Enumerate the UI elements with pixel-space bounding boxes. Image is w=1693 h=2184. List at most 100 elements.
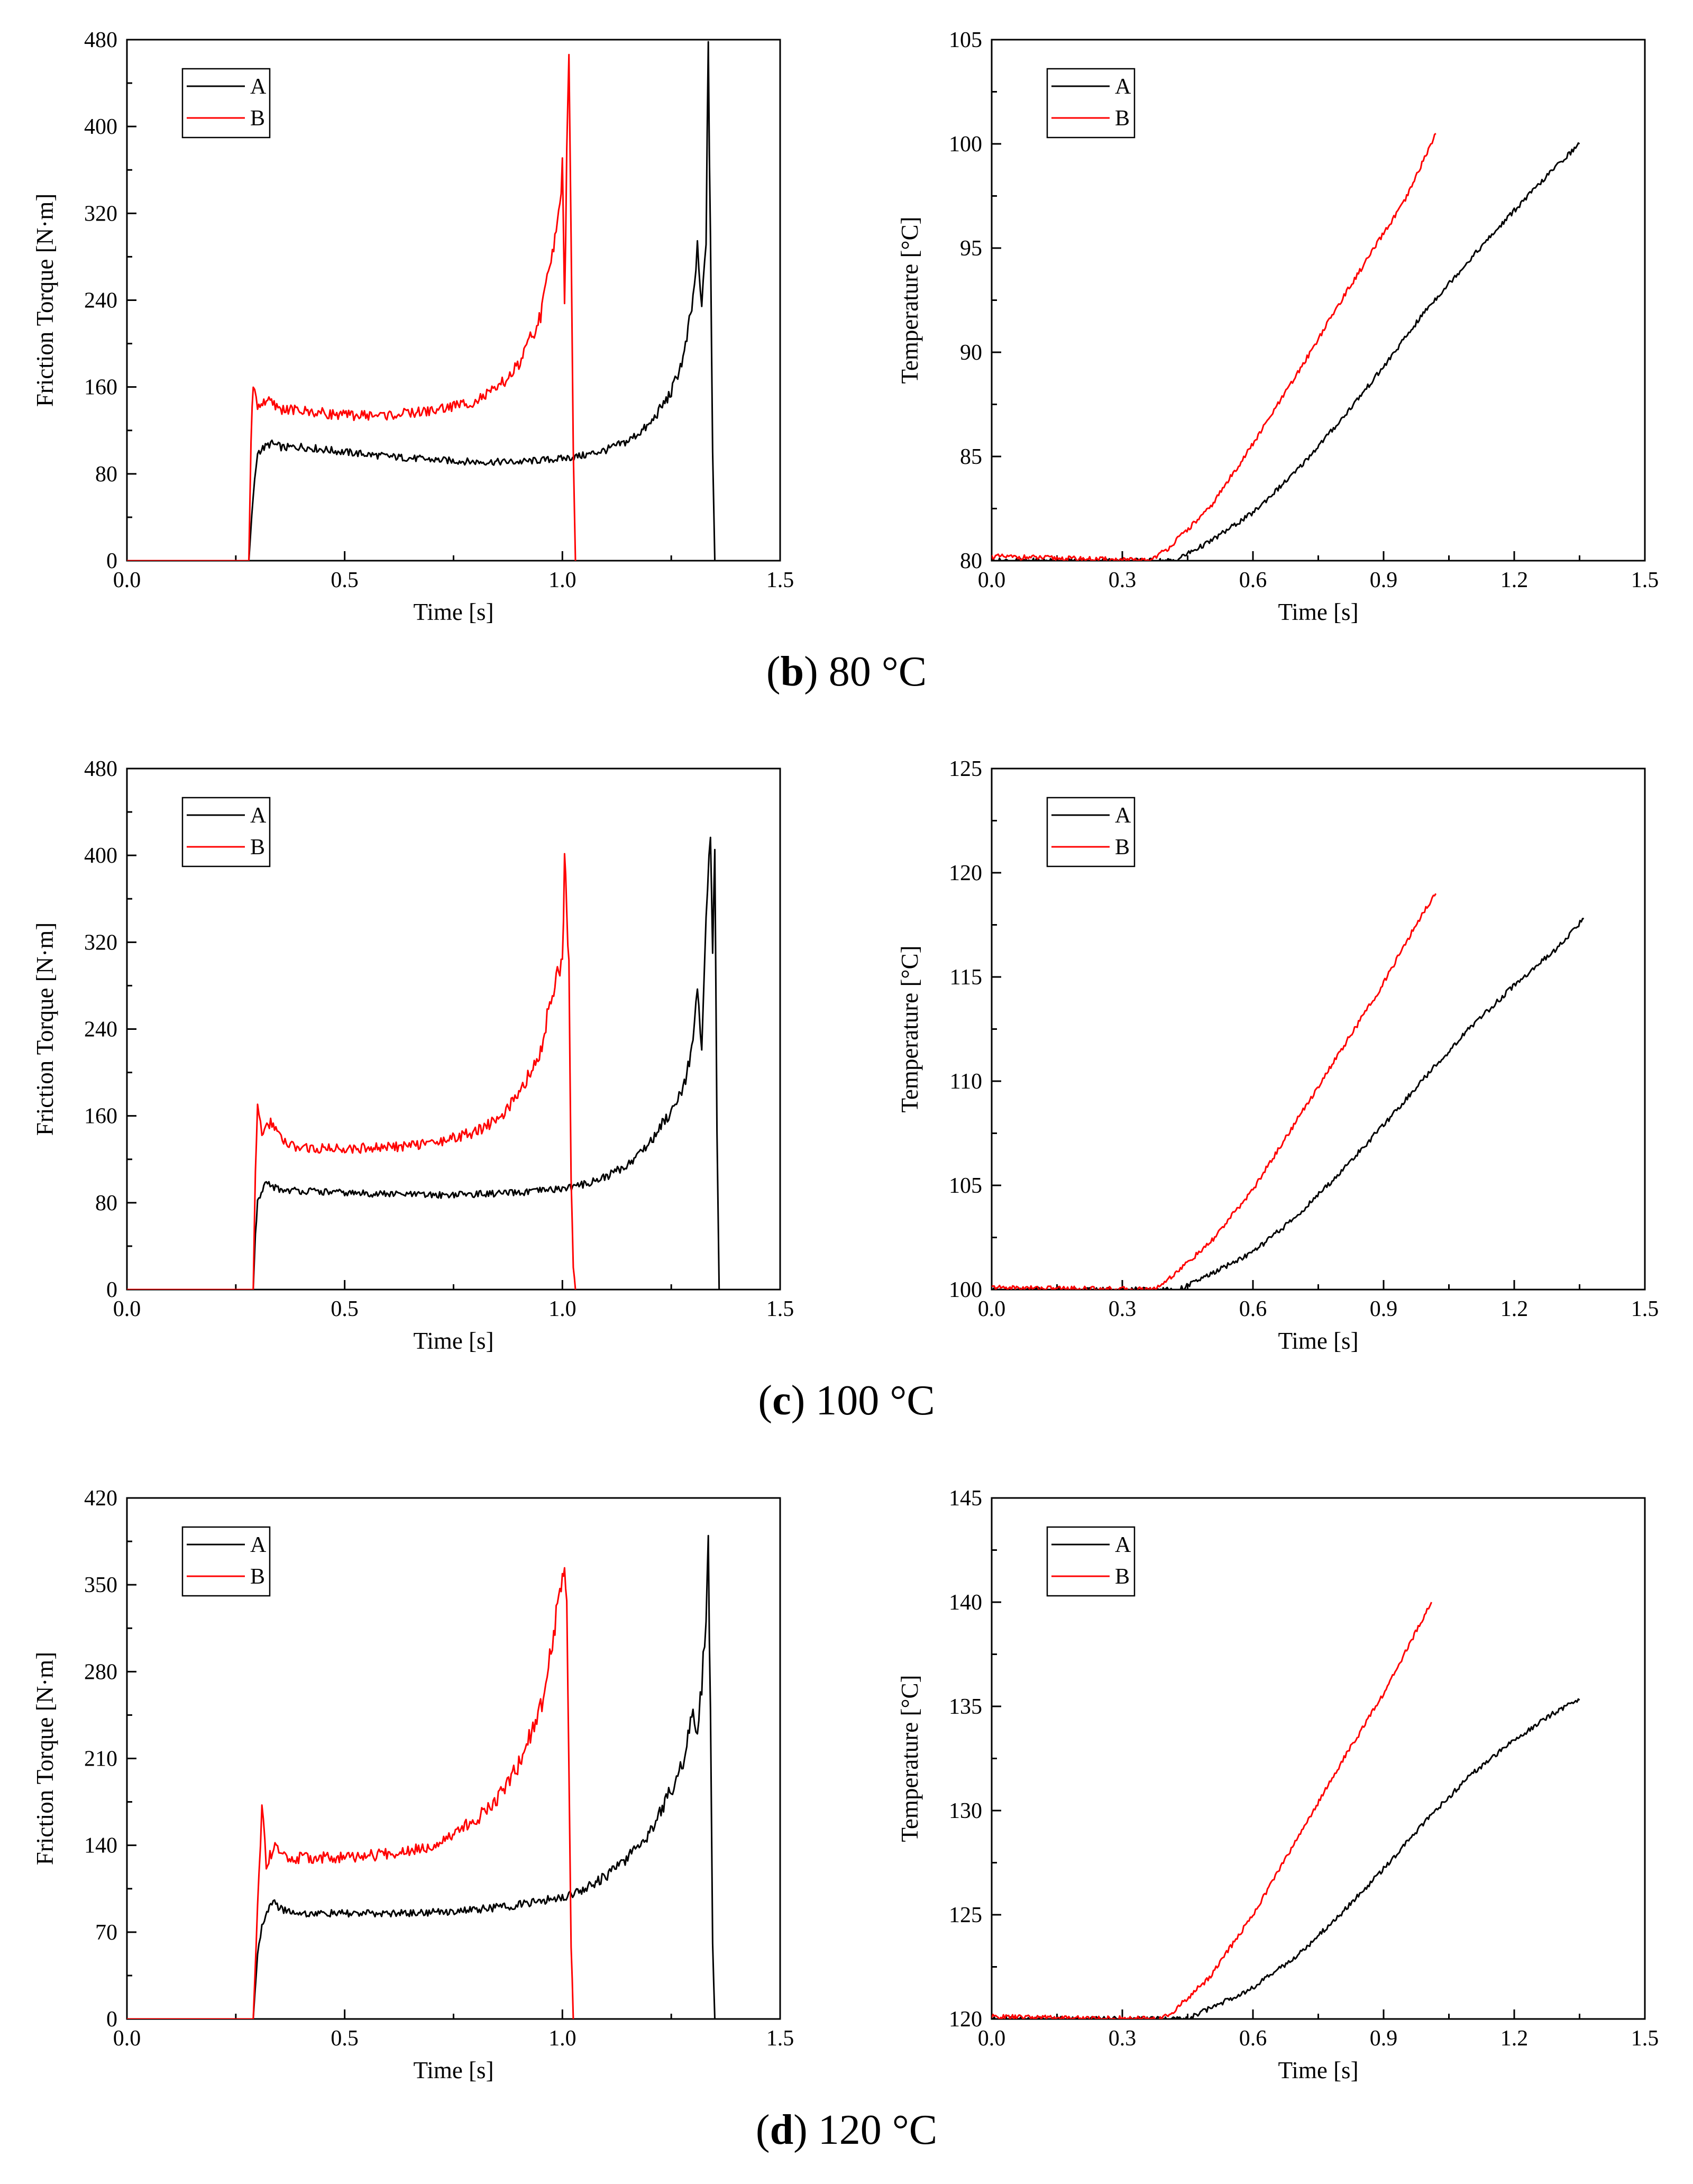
caption-text: 120 °C xyxy=(807,2107,938,2153)
x-axis-label: Time [s] xyxy=(1278,599,1358,625)
x-tick-label: 0.3 xyxy=(1109,568,1137,592)
x-tick-label: 1.5 xyxy=(1631,2026,1659,2051)
x-tick-label: 1.0 xyxy=(548,568,576,592)
legend-label-A: A xyxy=(250,1533,267,1557)
x-tick-label: 0.3 xyxy=(1109,1297,1137,1321)
x-tick-label: 0.9 xyxy=(1370,568,1398,592)
x-tick-label: 1.5 xyxy=(766,2026,794,2051)
x-tick-label: 0.5 xyxy=(331,2026,359,2051)
x-tick-label: 0.3 xyxy=(1109,2026,1137,2051)
x-tick-label: 0.0 xyxy=(978,2026,1006,2051)
y-tick-label: 125 xyxy=(949,1903,982,1927)
y-tick-label: 90 xyxy=(960,341,982,365)
y-tick-label: 0 xyxy=(106,549,117,573)
series-line-B xyxy=(127,1567,574,2019)
series-line-A xyxy=(127,41,716,561)
y-tick-label: 140 xyxy=(949,1591,982,1615)
y-tick-label: 105 xyxy=(949,1174,982,1198)
y-tick-label: 400 xyxy=(84,115,117,139)
legend-label-B: B xyxy=(1115,106,1130,131)
x-tick-label: 1.0 xyxy=(548,2026,576,2051)
x-tick-label: 0.6 xyxy=(1239,568,1267,592)
legend-box xyxy=(1046,68,1136,139)
y-axis-label: Friction Torque [N·m] xyxy=(32,1652,58,1865)
legend-label-B: B xyxy=(250,835,265,860)
y-tick-label: 240 xyxy=(84,1018,117,1042)
y-tick-label: 480 xyxy=(84,28,117,52)
y-tick-label: 280 xyxy=(84,1660,117,1684)
legend-label-A: A xyxy=(1115,1533,1131,1557)
x-tick-label: 0.0 xyxy=(978,568,1006,592)
y-tick-label: 320 xyxy=(84,202,117,226)
x-tick-label: 1.5 xyxy=(766,568,794,592)
x-axis-label: Time [s] xyxy=(1278,2057,1358,2084)
series-line-B xyxy=(127,853,576,1290)
y-axis-label: Friction Torque [N·m] xyxy=(32,194,58,407)
x-tick-label: 1.5 xyxy=(1631,568,1659,592)
x-tick-label: 1.5 xyxy=(1631,1297,1659,1321)
series-line-B xyxy=(992,1602,1432,2019)
x-axis-label: Time [s] xyxy=(413,2057,493,2084)
y-tick-label: 420 xyxy=(84,1486,117,1511)
y-tick-label: 125 xyxy=(949,757,982,781)
x-tick-label: 0.9 xyxy=(1370,2026,1398,2051)
y-tick-label: 400 xyxy=(84,844,117,868)
y-axis-label: Temperature [°C] xyxy=(896,946,923,1113)
y-axis-label: Temperature [°C] xyxy=(896,217,923,384)
x-tick-label: 1.0 xyxy=(548,1297,576,1321)
legend-box xyxy=(1046,1526,1136,1597)
caption-text: 100 °C xyxy=(805,1377,935,1424)
caption-text: 80 °C xyxy=(818,648,927,695)
x-tick-label: 0.0 xyxy=(978,1297,1006,1321)
y-tick-label: 120 xyxy=(949,861,982,885)
x-tick-label: 0.6 xyxy=(1239,1297,1267,1321)
legend-label-A: A xyxy=(1115,803,1131,828)
caption-letter: b xyxy=(780,648,804,695)
y-tick-label: 160 xyxy=(84,1104,117,1129)
caption-c: (c) 100 °C xyxy=(758,1377,935,1424)
x-tick-label: 0.0 xyxy=(113,568,141,592)
chart-temperature-c: 100 105 110 115 120 125 0.0 0.3 0.6 0.9 1.2 1.5 Time… xyxy=(896,757,1659,1354)
x-tick-label: 0.5 xyxy=(331,1297,359,1321)
x-axis-label: Time [s] xyxy=(413,1328,493,1354)
y-tick-label: 240 xyxy=(84,289,117,313)
x-tick-label: 0.6 xyxy=(1239,2026,1267,2051)
legend-label-B: B xyxy=(250,106,265,131)
y-tick-label: 80 xyxy=(95,462,117,487)
y-tick-label: 100 xyxy=(949,132,982,157)
x-tick-label: 1.2 xyxy=(1500,1297,1529,1321)
legend-box xyxy=(181,1526,271,1597)
x-tick-label: 1.5 xyxy=(766,1297,794,1321)
y-tick-label: 130 xyxy=(949,1799,982,1823)
legend-box xyxy=(1046,797,1136,867)
x-tick-label: 1.2 xyxy=(1500,2026,1529,2051)
y-tick-label: 105 xyxy=(949,28,982,52)
series-line-A xyxy=(992,142,1580,561)
x-tick-label: 1.2 xyxy=(1500,568,1529,592)
legend-label-A: A xyxy=(250,75,267,99)
legend-box xyxy=(181,797,271,867)
legend-label-B: B xyxy=(1115,1565,1130,1589)
y-tick-label: 115 xyxy=(950,965,982,990)
chart-temperature-d: 120 125 130 135 140 145 0.0 0.3 0.6 0.9 1.2 1.5 Time… xyxy=(896,1486,1659,2084)
y-tick-label: 135 xyxy=(949,1695,982,1719)
y-tick-label: 70 xyxy=(95,1921,117,1945)
y-tick-label: 0 xyxy=(106,2007,117,2032)
legend-label-A: A xyxy=(1115,75,1131,99)
y-tick-label: 350 xyxy=(84,1573,117,1597)
x-tick-label: 0.0 xyxy=(113,2026,141,2051)
y-tick-label: 160 xyxy=(84,376,117,400)
y-tick-label: 80 xyxy=(960,549,982,573)
caption-b: (b) 80 °C xyxy=(766,648,927,695)
series-line-B xyxy=(127,53,576,561)
series-line-A xyxy=(127,836,720,1290)
caption-letter: d xyxy=(770,2107,794,2153)
chart-temperature-b: 80 85 90 95 100 105 0.0 0.3 0.6 0.9 1.2 1.5 Time [s]… xyxy=(896,28,1659,625)
x-axis-label: Time [s] xyxy=(413,599,493,625)
y-tick-label: 480 xyxy=(84,757,117,781)
series-line-B xyxy=(992,133,1436,561)
series-line-A xyxy=(992,1698,1580,2019)
chart-torque-d: 0 70 140 210 280 350 420 0.0 0.5 1.0 1.5 Time [s] Fr… xyxy=(32,1486,794,2084)
y-tick-label: 210 xyxy=(84,1747,117,1771)
